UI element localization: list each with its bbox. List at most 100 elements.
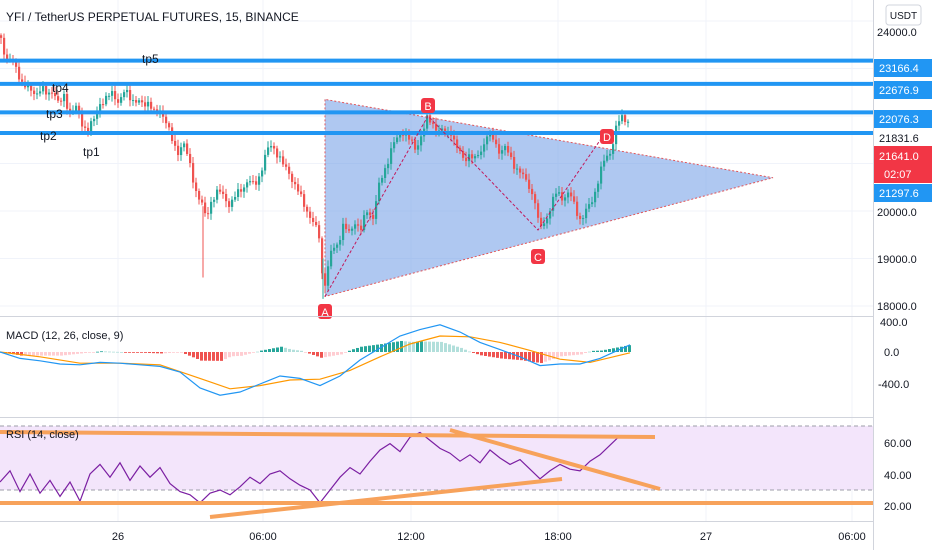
candle-body [15, 60, 18, 67]
candle-body [135, 100, 138, 103]
candle-body [348, 229, 351, 231]
candle-body [315, 221, 318, 226]
macd-histogram-bar [580, 352, 583, 355]
candle-body [330, 250, 333, 267]
price-axis[interactable]: USDT 24000.0 20000.0 19000.0 18000.0 231… [874, 4, 932, 513]
macd-histogram-bar [124, 352, 127, 353]
candle-body [231, 199, 234, 207]
macd-histogram-bar [568, 352, 571, 356]
macd-histogram-bar [216, 352, 219, 361]
macd-histogram-bar [616, 347, 619, 352]
macd-title[interactable]: MACD (12, 26, close, 9) [6, 330, 123, 342]
macd-histogram-bar [396, 341, 399, 352]
macd-histogram-bar [212, 352, 215, 361]
macd-histogram-bar [560, 352, 563, 357]
macd-histogram-bar [604, 349, 607, 352]
macd-histogram-bar [16, 352, 19, 355]
candle-body [513, 156, 516, 169]
macd-histogram-bar [492, 352, 495, 358]
candle-body [531, 188, 534, 195]
macd-histogram-bar [312, 352, 315, 355]
candle-body [0, 35, 3, 38]
candle-body [27, 84, 30, 88]
candle-body [537, 203, 540, 218]
rsi-indicator [0, 425, 873, 519]
candle-body [189, 153, 192, 164]
tp-label: tp1 [83, 145, 100, 159]
rsi-tick: 40.00 [884, 470, 912, 482]
pattern-point-label: A [321, 307, 329, 319]
candle-body [318, 225, 321, 239]
macd-histogram-bar [160, 352, 163, 354]
macd-histogram-bar [504, 352, 507, 359]
candle-body [534, 194, 537, 204]
candle-body [48, 92, 51, 95]
candle-body [594, 191, 597, 203]
candle-body [303, 194, 306, 207]
candle-body [627, 121, 630, 123]
macd-histogram-bar [272, 348, 275, 352]
macd-histogram-bar [288, 348, 291, 352]
candle-body [198, 190, 201, 200]
macd-histogram-bar [576, 352, 579, 355]
time-tick: 06:00 [838, 531, 866, 543]
macd-histogram-bar [324, 352, 327, 358]
rsi-tick: 20.00 [884, 501, 912, 513]
candle-body [402, 134, 405, 136]
rsi-title[interactable]: RSI (14, close) [6, 429, 79, 441]
candle-body [126, 89, 129, 93]
tp-label: tp3 [46, 107, 63, 121]
candle-body [66, 93, 69, 109]
candle-body [18, 66, 21, 80]
candle-body [78, 105, 81, 113]
pattern-point-label: D [603, 132, 611, 144]
pattern-point-tag [318, 304, 332, 319]
macd-histogram-bar [128, 352, 131, 353]
candle-body [33, 90, 36, 95]
candle-body [510, 152, 513, 157]
macd-tick: -400.0 [878, 379, 909, 391]
candle-body [147, 101, 150, 107]
price-tick: 20000.0 [877, 207, 917, 219]
rsi-trend-line [449, 428, 661, 491]
macd-histogram-bar [472, 352, 475, 353]
candle-body [264, 154, 267, 171]
macd-line [0, 324, 631, 396]
candle-body [492, 132, 495, 140]
macd-histogram-bar [588, 351, 591, 353]
rsi-tick: 60.00 [884, 438, 912, 450]
macd-signal-line [0, 335, 631, 390]
currency-button[interactable] [885, 4, 922, 26]
macd-histogram-bar [76, 352, 79, 354]
macd-histogram-bar [120, 352, 123, 353]
candle-body [480, 151, 483, 155]
macd-histogram-bar [104, 351, 107, 353]
macd-histogram-bar [268, 349, 271, 352]
candle-body [441, 128, 444, 131]
candle-body [573, 196, 576, 202]
time-axis[interactable]: 26 06:00 12:00 18:00 27 06:00 [112, 531, 866, 543]
macd-histogram-bar [260, 350, 263, 352]
rsi-trend-line [0, 430, 656, 439]
candle-body [30, 84, 33, 91]
macd-histogram-bar [460, 347, 463, 352]
macd-histogram-bar [564, 352, 567, 356]
candle-body [261, 170, 264, 177]
candle-body [270, 145, 273, 148]
horizontal-levels[interactable] [0, 58, 873, 136]
macd-histogram-bar [628, 345, 631, 352]
candle-body [57, 96, 60, 101]
candle-body [372, 214, 375, 219]
candle-body [75, 105, 78, 111]
candle-body [210, 201, 213, 214]
macd-histogram-bar [232, 352, 235, 357]
macd-histogram-bar [536, 352, 539, 363]
macd-histogram-bar [432, 341, 435, 352]
pattern-point-tag [600, 129, 614, 144]
macd-histogram-bar [520, 352, 523, 361]
macd-histogram-bar [620, 346, 623, 352]
macd-histogram-bar [80, 352, 83, 354]
candle-body [507, 145, 510, 153]
candle-body [375, 201, 378, 219]
